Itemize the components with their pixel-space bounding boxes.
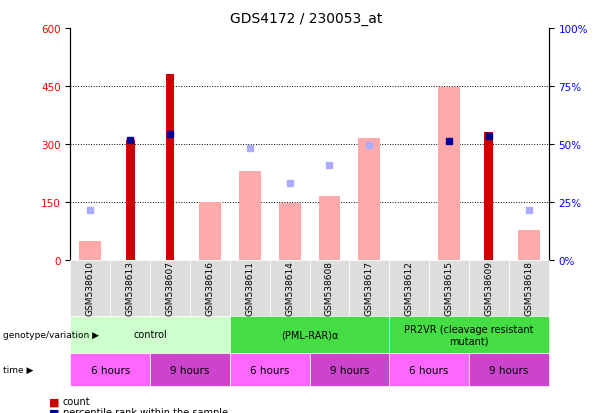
Text: control: control bbox=[133, 330, 167, 339]
Text: count: count bbox=[63, 396, 90, 406]
Text: 9 hours: 9 hours bbox=[170, 365, 210, 375]
Text: genotype/variation ▶: genotype/variation ▶ bbox=[3, 330, 99, 339]
Text: ■: ■ bbox=[49, 407, 59, 413]
Bar bbox=[279, 203, 300, 260]
Text: GSM538608: GSM538608 bbox=[325, 261, 334, 316]
Bar bbox=[518, 230, 539, 260]
Text: 9 hours: 9 hours bbox=[330, 365, 369, 375]
Text: 6 hours: 6 hours bbox=[409, 365, 449, 375]
Text: GSM538610: GSM538610 bbox=[86, 261, 95, 316]
Text: 9 hours: 9 hours bbox=[489, 365, 528, 375]
Text: 6 hours: 6 hours bbox=[250, 365, 289, 375]
Text: time ▶: time ▶ bbox=[3, 365, 34, 374]
Text: percentile rank within the sample: percentile rank within the sample bbox=[63, 407, 227, 413]
Bar bbox=[484, 133, 493, 260]
Bar bbox=[438, 88, 460, 260]
Bar bbox=[199, 202, 221, 260]
Bar bbox=[80, 241, 101, 260]
Bar bbox=[166, 75, 175, 260]
Bar bbox=[319, 197, 340, 260]
Bar bbox=[359, 139, 380, 260]
Text: GSM538617: GSM538617 bbox=[365, 261, 374, 316]
Text: GSM538609: GSM538609 bbox=[484, 261, 493, 316]
Text: GSM538607: GSM538607 bbox=[166, 261, 175, 316]
Text: GSM538611: GSM538611 bbox=[245, 261, 254, 316]
Text: GSM538613: GSM538613 bbox=[126, 261, 135, 316]
Text: GDS4172 / 230053_at: GDS4172 / 230053_at bbox=[230, 12, 383, 26]
Text: GSM538615: GSM538615 bbox=[444, 261, 454, 316]
Text: PR2VR (cleavage resistant
mutant): PR2VR (cleavage resistant mutant) bbox=[404, 324, 534, 345]
Text: GSM538616: GSM538616 bbox=[205, 261, 215, 316]
Text: GSM538612: GSM538612 bbox=[405, 261, 414, 316]
Bar bbox=[239, 171, 261, 260]
Text: (PML-RAR)α: (PML-RAR)α bbox=[281, 330, 338, 339]
Text: GSM538618: GSM538618 bbox=[524, 261, 533, 316]
Text: 6 hours: 6 hours bbox=[91, 365, 130, 375]
Text: ■: ■ bbox=[49, 396, 59, 406]
Bar bbox=[126, 141, 135, 260]
Text: GSM538614: GSM538614 bbox=[285, 261, 294, 316]
